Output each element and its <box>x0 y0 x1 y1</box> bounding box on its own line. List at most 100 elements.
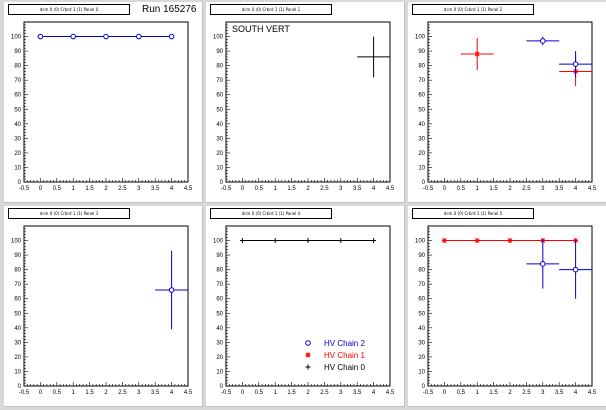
legend-marker-shape <box>305 340 311 346</box>
y-tick-label: 50 <box>14 311 21 317</box>
y-tick-label: 80 <box>14 268 21 274</box>
y-tick-label: 30 <box>14 340 21 346</box>
y-tick-label: 70 <box>14 78 21 84</box>
pad-1[interactable]: -0.5 0 0.5 1 1.5 2 2.5 3 3.5 4 4.5 0 10 20 30 40 50 60 70 8… <box>206 2 405 203</box>
y-tick-label: 90 <box>14 49 21 55</box>
x-tick-label: -0.5 <box>19 186 30 192</box>
y-tick-label: 10 <box>14 369 21 375</box>
y-tick-label: 70 <box>418 78 425 84</box>
y-tick-label: 50 <box>418 107 425 113</box>
pad-2[interactable]: -0.5 0 0.5 1 1.5 2 2.5 3 3.5 4 4.5 0 10 20 30 40 50 60 70 8… <box>408 2 606 203</box>
x-tick-label: 1.5 <box>489 186 498 192</box>
y-tick-label: 50 <box>216 311 223 317</box>
y-tick-label: 60 <box>216 93 223 99</box>
x-tick-label: 1 <box>476 390 480 396</box>
y-tick-label: 60 <box>418 297 425 303</box>
y-tick-label: 0 <box>422 384 426 390</box>
x-tick-label: 1 <box>476 186 480 192</box>
legend-marker-shape <box>305 364 311 370</box>
x-tick-label: 0.5 <box>255 390 264 396</box>
y-tick-label: 10 <box>14 165 21 171</box>
x-tick-label: 0 <box>241 390 245 396</box>
y-tick-label: 90 <box>216 253 223 259</box>
x-tick-label: 0 <box>443 390 447 396</box>
legend-marker-shape <box>305 352 311 358</box>
x-tick-label: 4.5 <box>184 186 193 192</box>
run-label: Run 165276 <box>142 4 197 15</box>
legend-entry: HV Chain 2 <box>302 338 392 350</box>
data-point <box>272 238 278 244</box>
y-tick-label: 0 <box>18 180 22 186</box>
data-point <box>70 33 76 40</box>
x-tick-label: -0.5 <box>19 390 30 396</box>
plot-frame <box>427 225 593 387</box>
x-tick-label: 0.5 <box>53 186 62 192</box>
x-tick-label: 0.5 <box>255 186 264 192</box>
y-tick-label: 20 <box>418 151 425 157</box>
legend-marker-1 <box>305 352 311 358</box>
y-tick-label: 80 <box>14 64 21 70</box>
pad-4-plot: -0.5 0 0.5 1 1.5 2 2.5 3 3.5 4 4.50102030405060708… <box>213 225 395 396</box>
y-tick-label: 30 <box>418 340 425 346</box>
x-tick-label: 4 <box>574 390 578 396</box>
pad-4-title: dcm 0 (0) Crbrd 1 (1) Panel 4 <box>210 208 332 219</box>
data-point <box>540 261 546 267</box>
x-tick-label: 3 <box>541 390 545 396</box>
x-tick-label: 0 <box>39 390 43 396</box>
y-tick-label: 10 <box>216 369 223 375</box>
x-tick-label: 3 <box>137 186 141 192</box>
x-tick-label: -0.5 <box>423 186 434 192</box>
pad-5[interactable]: -0.5 0 0.5 1 1.5 2 2.5 3 3.5 4 4.5 0 10 20 30 40 50 60 70 8… <box>408 206 606 407</box>
x-tick-label: 1 <box>274 186 278 192</box>
pad-4[interactable]: -0.5 0 0.5 1 1.5 2 2.5 3 3.5 4 4.5 0 10 20 30 40 50 60 70 8… <box>206 206 405 407</box>
x-tick-label: 1.5 <box>287 390 296 396</box>
pad-1-plot: -0.5 0 0.5 1 1.5 2 2.5 3 3.5 4 4.50102030405060708… <box>213 21 395 192</box>
y-tick-label: 90 <box>418 253 425 259</box>
y-tick-label: 80 <box>216 64 223 70</box>
y-tick-label: 40 <box>418 122 425 128</box>
data-point <box>338 238 344 244</box>
x-tick-label: 4 <box>170 186 174 192</box>
x-tick-label: 2 <box>508 390 512 396</box>
y-tick-label: 60 <box>418 93 425 99</box>
x-tick-label: 2.5 <box>118 390 127 396</box>
x-tick-label: 2.5 <box>320 186 329 192</box>
y-tick-label: 60 <box>14 297 21 303</box>
data-point <box>572 61 579 67</box>
y-tick-label: 40 <box>216 326 223 332</box>
x-tick-label: 0 <box>39 186 43 192</box>
legend-entry: HV Chain 0 <box>302 362 392 374</box>
pad-0[interactable]: -0.5 0 0.5 1 1.5 2 2.5 3 3.5 4 4.5 0 10 20 30 40 50 60 70 8… <box>4 2 203 203</box>
data-point <box>305 238 311 244</box>
y-tick-label: 100 <box>213 239 224 245</box>
x-tick-label: 0 <box>241 186 245 192</box>
x-tick-label: 3.5 <box>151 390 160 396</box>
y-tick-label: 10 <box>418 369 425 375</box>
x-tick-label: 3.5 <box>353 186 362 192</box>
x-tick-label: 0.5 <box>457 390 466 396</box>
x-tick-label: 4.5 <box>386 390 395 396</box>
x-tick-label: 4 <box>574 186 578 192</box>
x-tick-label: 1.5 <box>489 390 498 396</box>
y-tick-label: 80 <box>418 268 425 274</box>
x-tick-label: 4 <box>372 186 376 192</box>
x-tick-label: 3 <box>339 186 343 192</box>
pad-3[interactable]: -0.5 0 0.5 1 1.5 2 2.5 3 3.5 4 4.5 0 10 20 30 40 50 60 70 8… <box>4 206 203 407</box>
y-tick-label: 40 <box>216 122 223 128</box>
y-tick-label: 100 <box>11 239 22 245</box>
data-point <box>474 238 480 244</box>
y-tick-label: 0 <box>220 180 224 186</box>
legend-marker-2 <box>305 364 311 370</box>
y-tick-label: 80 <box>216 268 223 274</box>
x-tick-label: 1.5 <box>85 186 94 192</box>
x-tick-label: 3.5 <box>555 390 564 396</box>
y-tick-label: 50 <box>14 107 21 113</box>
y-tick-label: 30 <box>14 136 21 142</box>
data-point <box>474 51 480 57</box>
y-tick-label: 70 <box>216 78 223 84</box>
y-tick-label: 90 <box>216 49 223 55</box>
data-point <box>103 33 109 40</box>
y-tick-label: 70 <box>14 282 21 288</box>
data-point <box>371 238 377 244</box>
